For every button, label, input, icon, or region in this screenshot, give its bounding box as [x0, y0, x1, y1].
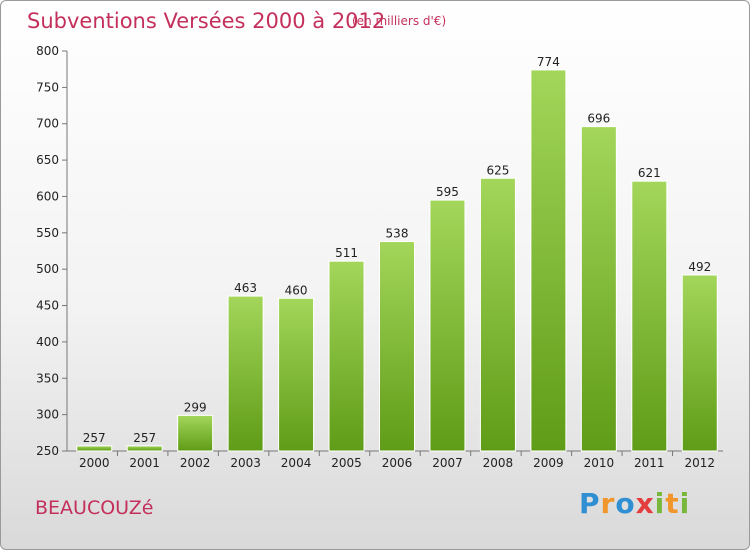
logo-letter: r	[600, 487, 616, 520]
x-tick-label-2002: 2002	[180, 456, 211, 470]
logo-letter: x	[635, 487, 655, 520]
x-tick-label-2011: 2011	[634, 456, 665, 470]
y-tick-label: 400	[36, 335, 59, 349]
chart-title: Subventions Versées 2000 à 2012	[27, 9, 386, 33]
bar-2008	[479, 177, 516, 452]
x-tick-label-2005: 2005	[331, 456, 362, 470]
y-tick-label: 750	[36, 80, 59, 94]
bar-2011	[631, 180, 668, 452]
y-tick-label: 350	[36, 371, 59, 385]
y-tick-label: 550	[36, 226, 59, 240]
y-tick-label: 700	[36, 117, 59, 131]
logo-letter: i	[679, 487, 691, 520]
data-label-2002: 299	[184, 400, 207, 414]
logo-letter: t	[665, 487, 680, 520]
bars	[76, 69, 718, 452]
data-label-2000: 257	[83, 431, 106, 445]
bar-2004	[278, 297, 315, 452]
x-tick-label-2000: 2000	[79, 456, 110, 470]
bar-2009	[530, 69, 567, 452]
bar-2010	[580, 126, 617, 452]
x-tick-label-2006: 2006	[382, 456, 413, 470]
town-name: BEAUCOUZé	[35, 497, 154, 519]
chart-subtitle: (en milliers d'€)	[352, 14, 447, 28]
proxiti-logo: Proxiti	[579, 487, 690, 520]
y-tick-label: 500	[36, 262, 59, 276]
bar-2003	[227, 295, 264, 452]
data-label-2011: 621	[638, 166, 661, 180]
y-tick-label: 450	[36, 299, 59, 313]
x-axis: 2000 2001 2002 2003 2004 2005 2006 2007 2008 2009…	[67, 450, 723, 470]
data-label-2004: 460	[285, 283, 308, 297]
data-label-2009: 774	[537, 55, 560, 69]
x-tick-label-2003: 2003	[230, 456, 261, 470]
y-axis: 250 300 350 400 450 500 550 600 650 700 750 800	[36, 44, 68, 458]
x-tick-label-2004: 2004	[281, 456, 312, 470]
y-tick-label: 300	[36, 408, 59, 422]
x-tick-label-2010: 2010	[584, 456, 615, 470]
logo-letter: o	[615, 487, 636, 520]
x-tick-label-2009: 2009	[533, 456, 564, 470]
bar-2012	[681, 274, 718, 452]
x-tick-label-2008: 2008	[483, 456, 514, 470]
y-tick-label: 600	[36, 189, 59, 203]
data-label-2003: 463	[234, 281, 257, 295]
data-labels: 257 257 299 463 460 511 538 595 625 774 696 621 492	[83, 55, 711, 445]
data-label-2005: 511	[335, 246, 358, 260]
bar-2007	[429, 199, 466, 452]
bar-2001	[126, 445, 163, 452]
bar-2006	[379, 241, 415, 452]
bar-2000	[76, 445, 113, 452]
logo-letter: i	[654, 487, 666, 520]
data-label-2008: 625	[486, 163, 509, 177]
y-tick-label: 650	[36, 153, 59, 167]
y-tick-label: 800	[36, 44, 59, 58]
x-tick-label-2012: 2012	[684, 456, 715, 470]
data-label-2001: 257	[133, 431, 156, 445]
bar-2002	[177, 414, 214, 452]
data-label-2012: 492	[688, 260, 711, 274]
y-tick-label: 250	[36, 444, 59, 458]
x-tick-label-2007: 2007	[432, 456, 463, 470]
data-label-2007: 595	[436, 185, 459, 199]
logo-letter: P	[579, 487, 601, 520]
data-label-2006: 538	[386, 227, 409, 241]
x-tick-label-2001: 2001	[129, 456, 160, 470]
bar-2005	[328, 260, 365, 452]
data-label-2010: 696	[587, 112, 610, 126]
